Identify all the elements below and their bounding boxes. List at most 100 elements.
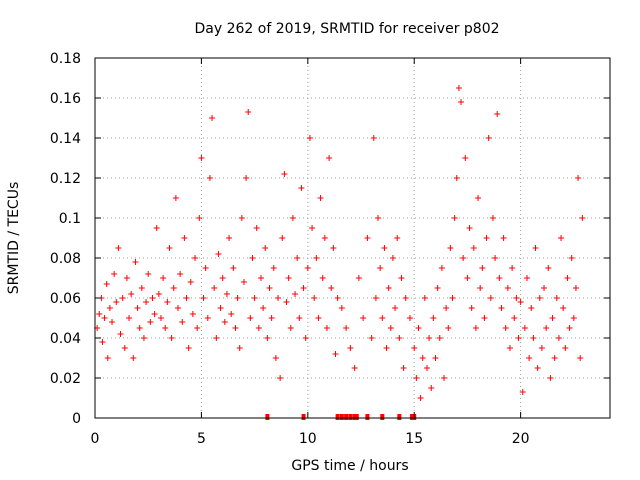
data-point <box>572 285 579 291</box>
data-point <box>304 265 311 271</box>
y-tick-label: 0.1 <box>59 211 81 227</box>
data-point <box>458 99 465 105</box>
data-point <box>560 305 567 311</box>
data-point <box>509 265 516 271</box>
x-tick-label: 10 <box>299 431 317 447</box>
data-point <box>447 245 454 251</box>
data-point <box>413 375 420 381</box>
data-point <box>558 235 565 241</box>
data-point <box>568 255 575 261</box>
data-point <box>360 315 367 321</box>
data-point <box>272 355 279 361</box>
y-tick-label: 0.02 <box>50 371 81 387</box>
data-point <box>321 235 328 241</box>
data-point <box>428 385 435 391</box>
data-point <box>421 295 428 301</box>
data-point <box>313 255 320 261</box>
y-tick-label: 0.16 <box>50 91 81 107</box>
data-point <box>511 315 518 321</box>
data-point <box>117 331 124 337</box>
zero-value-marker <box>339 414 344 420</box>
data-point <box>462 155 469 161</box>
data-point <box>355 275 362 281</box>
data-point <box>417 395 424 401</box>
data-point <box>415 325 422 331</box>
data-point <box>143 299 150 305</box>
data-point <box>562 345 569 351</box>
zero-value-marker <box>335 414 340 420</box>
data-point <box>103 281 110 287</box>
data-point <box>496 275 503 281</box>
data-point <box>575 175 582 181</box>
data-point <box>151 311 158 317</box>
data-point <box>296 315 303 321</box>
data-point <box>162 325 169 331</box>
data-point <box>385 285 392 291</box>
data-point <box>109 319 116 325</box>
data-point <box>426 335 433 341</box>
data-point <box>147 319 154 325</box>
data-point <box>394 235 401 241</box>
data-point <box>179 319 186 325</box>
data-point <box>249 255 256 261</box>
data-point <box>398 275 405 281</box>
data-point <box>377 265 384 271</box>
data-point <box>481 315 488 321</box>
data-point <box>157 315 164 321</box>
data-point <box>483 235 490 241</box>
data-points <box>94 85 586 420</box>
x-tick-label: 20 <box>512 431 530 447</box>
chart-title: Day 262 of 2019, SRMTID for receiver p80… <box>194 21 499 37</box>
data-point <box>453 175 460 181</box>
data-point <box>262 245 269 251</box>
data-point <box>172 195 179 201</box>
data-point <box>279 235 286 241</box>
data-point <box>451 215 458 221</box>
data-point <box>275 295 282 301</box>
data-point <box>347 345 354 351</box>
data-point <box>534 365 541 371</box>
data-point <box>145 271 152 277</box>
data-point <box>311 295 318 301</box>
data-point <box>196 215 203 221</box>
data-point <box>309 225 316 231</box>
data-point <box>521 325 528 331</box>
data-point <box>498 305 505 311</box>
data-point <box>238 215 245 221</box>
data-point <box>449 295 456 301</box>
data-point <box>204 315 211 321</box>
data-point <box>253 225 260 231</box>
data-point <box>392 305 399 311</box>
y-axis-label: SRMTID / TECUs <box>6 182 22 295</box>
data-point <box>170 285 177 291</box>
data-point <box>443 305 450 311</box>
data-point <box>160 275 167 281</box>
data-point <box>343 325 350 331</box>
data-point <box>283 299 290 305</box>
data-point <box>128 291 135 297</box>
data-point <box>545 265 552 271</box>
data-point <box>330 245 337 251</box>
data-point <box>130 355 137 361</box>
data-point <box>187 279 194 285</box>
y-tick-label: 0.18 <box>50 51 81 67</box>
data-point <box>368 335 375 341</box>
data-point <box>549 315 556 321</box>
data-point <box>302 335 309 341</box>
data-point <box>441 375 448 381</box>
data-point <box>230 265 237 271</box>
data-point <box>300 285 307 291</box>
data-point <box>119 295 126 301</box>
data-point <box>223 291 230 297</box>
data-point <box>228 311 235 317</box>
data-point <box>315 315 322 321</box>
data-point <box>470 245 477 251</box>
data-point <box>504 285 511 291</box>
data-point <box>270 265 277 271</box>
data-point <box>217 305 224 311</box>
data-point <box>206 175 213 181</box>
data-point <box>466 225 473 231</box>
data-point <box>485 135 492 141</box>
x-tick-label: 15 <box>405 431 423 447</box>
y-tick-label: 0.08 <box>50 251 81 267</box>
